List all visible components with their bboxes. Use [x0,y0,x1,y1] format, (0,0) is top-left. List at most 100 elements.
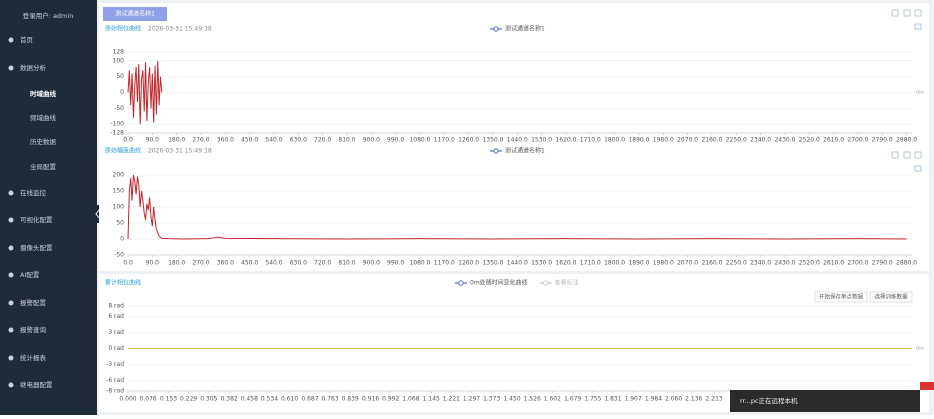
menu-icon [8,300,14,306]
x-tick-label: 2430.0 [774,137,795,144]
x-tick-label: 2070.0 [677,260,698,267]
x-tick-label: 2340.0 [750,137,771,144]
menu-item[interactable]: 在线监控 [20,188,47,197]
legend-label: 查看标注 [555,279,579,287]
x-tick-label: 2.060 [665,396,682,403]
toolbar-icon [914,9,922,17]
x-tick-label: 450.0 [241,137,258,144]
x-tick-label: 900.0 [363,260,380,267]
panel [99,274,929,412]
y-tick-label: -50 [114,252,124,259]
legend-marker [542,280,549,286]
collapse-arrow [95,209,100,219]
x-tick-label: 0.305 [200,396,217,403]
x-tick-label: 0.076 [140,396,157,403]
x-tick-label: 2.136 [685,396,702,403]
menu-item[interactable]: 首页 [20,35,34,44]
menu-subitem-active[interactable]: 时域曲线 [30,89,57,98]
x-tick-label: 360.0 [217,260,234,267]
menu-icon [8,190,14,196]
x-tick-label: 1440.0 [507,260,528,267]
x-tick-label: 1260.0 [458,137,479,144]
x-tick-label: 1710.0 [580,260,601,267]
x-tick-label: 2610.0 [823,260,844,267]
x-tick-label: 810.0 [338,260,355,267]
x-tick-label: 2.213 [706,396,723,403]
x-tick-label: 900.0 [363,137,380,144]
x-tick-label: 2340.0 [750,260,771,267]
x-tick-label: 990.0 [387,260,404,267]
x-tick-label: 630.0 [290,137,307,144]
y-tick-label: -50 [114,105,124,112]
x-tick-label: 1980.0 [653,137,674,144]
menu-icon [8,382,14,388]
legend-label: 测试通道名称1 [505,147,545,155]
y-tick-label: 6 rad [108,313,124,320]
menu-item[interactable]: AI配置 [20,271,40,279]
toolbar-icon [903,9,911,17]
menu-item[interactable]: 摄像头配置 [20,243,53,252]
button-label[interactable]: 选择训练数据 [874,293,908,301]
x-tick-label: 810.0 [338,137,355,144]
menu-subitem[interactable]: 历史数据 [30,137,57,146]
button[interactable] [814,291,868,303]
chart-title: 原始幅度曲线 [105,147,141,155]
y-tick-label: -8 rad [106,388,124,395]
menu-item[interactable]: 报警配置 [20,298,47,307]
y-tick-label: 150 [113,188,125,195]
toolbar-icon [891,9,899,17]
menu-item[interactable]: 统计报表 [20,353,47,362]
x-tick-label: 2790.0 [872,260,893,267]
x-tick-label: 1800.0 [604,260,625,267]
menu-icon [8,355,14,361]
x-tick-label: 0.0 [123,137,133,144]
x-tick-label: 1710.0 [580,137,601,144]
x-tick-label: 1440.0 [507,137,528,144]
menu-icon [8,327,14,333]
toast [730,390,920,412]
x-tick-label: 1980.0 [653,260,674,267]
menu-subitem[interactable]: 全局配置 [30,162,57,171]
legend-marker [458,280,464,286]
x-tick-label: 0.839 [342,396,359,403]
x-tick-label: 2250.0 [726,260,747,267]
x-tick-label: 360.0 [217,137,234,144]
y-tick-label: 50 [116,220,124,227]
menu-item[interactable]: 报警查询 [20,325,47,334]
x-tick-label: 0.610 [281,396,298,403]
chart-subtitle: 2026-03-31 15:49:18 [148,26,212,33]
y-tick-label: 0 [120,236,124,243]
sidebar [0,0,97,415]
x-tick-label: 2700.0 [847,137,868,144]
x-tick-label: 1.145 [423,396,440,403]
series-line [127,60,163,125]
tab[interactable] [103,7,167,21]
menu-item[interactable]: 可视化配置 [20,215,53,224]
menu-icon [914,165,922,172]
menu-icon [8,217,14,223]
button-label[interactable]: 开始保存单点数据 [819,293,864,301]
x-tick-label: 1.984 [645,396,662,403]
x-tick-label: 0.382 [221,396,238,403]
legend-marker [493,26,499,32]
x-tick-label: 0.916 [362,396,379,403]
x-tick-label: 1.221 [443,396,460,403]
x-tick-label: 720.0 [314,137,331,144]
menu-subitem[interactable]: 频域曲线 [30,113,57,122]
menu-icon [8,245,14,251]
legend-label: 0m处随时间变化曲线 [470,279,528,287]
menu-item[interactable]: 继电器配置 [20,380,53,389]
button[interactable] [869,291,913,303]
x-tick-label: 1530.0 [531,137,552,144]
x-tick-label: 1.907 [625,396,642,403]
menu-item[interactable]: 数据分析 [20,63,47,72]
panel [99,3,929,271]
tab-label[interactable]: 测试通道名称1 [115,10,155,18]
collapse-toggle[interactable] [93,205,102,223]
x-tick-label: 90.0 [146,260,160,267]
x-tick-label: 2880.0 [896,137,917,144]
x-tick-label: 1350.0 [482,260,503,267]
badge [920,382,934,390]
y-tick-label: 0 [120,89,124,96]
